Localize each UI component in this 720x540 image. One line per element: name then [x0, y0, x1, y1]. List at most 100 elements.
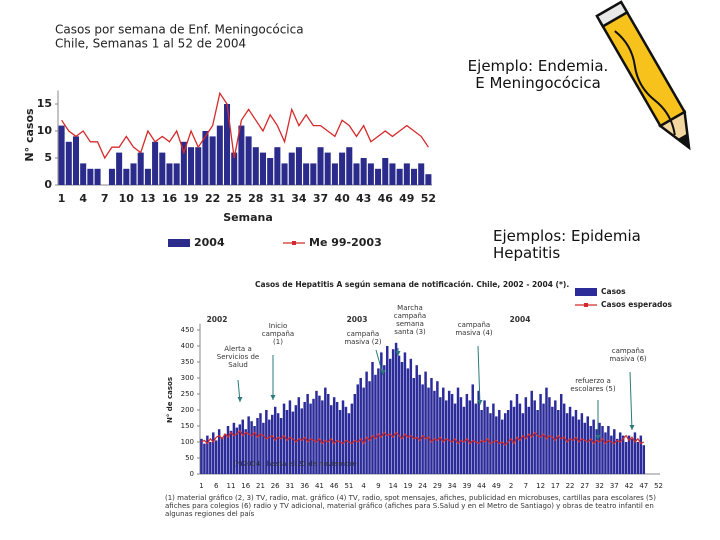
bar — [256, 418, 259, 474]
bar — [116, 152, 123, 185]
x-tick-label: 32 — [595, 482, 604, 490]
legend-swatch — [168, 239, 190, 247]
bar — [577, 419, 581, 474]
chart-title: Casos de Hepatitis A según semana de not… — [255, 280, 569, 289]
bar — [350, 403, 354, 474]
bar — [362, 387, 365, 474]
x-tick-label: 12 — [536, 482, 545, 490]
bar — [425, 174, 432, 185]
bar — [209, 136, 216, 185]
x-tick-label: 49 — [492, 482, 501, 490]
bar — [586, 416, 589, 474]
x-tick-label: 1 — [58, 192, 66, 205]
bar — [409, 358, 413, 474]
bar — [568, 406, 572, 474]
bar — [375, 168, 382, 185]
bar — [244, 429, 247, 474]
annotation: 2003 — [346, 315, 368, 324]
bar — [512, 406, 516, 474]
bar — [559, 394, 563, 474]
x-tick-label: 31 — [285, 482, 294, 490]
bar — [58, 125, 65, 185]
bar — [327, 394, 330, 474]
bar — [310, 163, 317, 185]
bar — [627, 435, 631, 474]
bar — [294, 405, 298, 474]
bar — [281, 163, 288, 185]
bar — [202, 131, 209, 185]
bar — [335, 402, 339, 474]
bar — [303, 163, 310, 185]
bar — [471, 384, 474, 474]
annotation: refuerzo a escolares (5) — [570, 377, 616, 394]
x-tick-label: 4 — [361, 482, 366, 490]
bar — [557, 410, 560, 474]
x-tick-label: 46 — [378, 192, 394, 205]
bar — [533, 400, 536, 474]
bar — [604, 432, 607, 474]
legend-label: 2004 — [194, 236, 225, 249]
bar — [503, 413, 507, 474]
x-tick-label: 44 — [477, 482, 486, 490]
annotation: campaña masiva (2) — [344, 330, 382, 347]
bar — [274, 147, 281, 185]
bar — [137, 152, 144, 185]
x-tick-label: 52 — [421, 192, 436, 205]
line — [201, 429, 645, 447]
bar — [389, 163, 396, 185]
x-tick-label: 29 — [433, 482, 442, 490]
bar — [206, 435, 209, 474]
y-axis-label: N° de casos — [166, 377, 174, 423]
x-tick-label: 25 — [227, 192, 242, 205]
bar — [223, 104, 231, 185]
bar — [318, 395, 321, 474]
legend-label: Casos esperados — [601, 300, 673, 309]
x-tick-label: 22 — [205, 192, 220, 205]
x-tick-label: 41 — [315, 482, 324, 490]
x-tick-label: 51 — [344, 482, 353, 490]
x-tick-label: 13 — [140, 192, 155, 205]
bar — [241, 419, 244, 474]
x-tick-label: 28 — [248, 192, 263, 205]
bar — [339, 152, 346, 185]
bar — [501, 419, 504, 474]
bar — [297, 397, 301, 474]
bar — [388, 358, 392, 474]
bar — [530, 390, 533, 474]
bar — [554, 400, 557, 474]
bar — [380, 352, 383, 474]
annotation: Marcha campaña semana santa (3) — [393, 304, 427, 337]
bar — [421, 384, 424, 474]
bar — [195, 147, 202, 185]
bar — [509, 400, 513, 474]
bar — [468, 400, 472, 474]
bar — [574, 410, 578, 474]
bar — [247, 416, 250, 474]
bar — [539, 394, 542, 474]
bar — [403, 352, 407, 474]
chart-title: Casos por semana de Enf. Meningocócica — [55, 23, 304, 37]
bar — [87, 168, 94, 185]
bar — [610, 435, 613, 474]
bar — [418, 374, 421, 474]
bar — [245, 136, 252, 185]
bar — [180, 141, 187, 185]
bar — [65, 141, 72, 185]
y-tick-label: 200 — [181, 406, 194, 414]
bar — [295, 147, 302, 185]
y-tick-label: 50 — [185, 454, 194, 462]
bar — [214, 440, 218, 474]
x-tick-label: 39 — [462, 482, 471, 490]
bar — [232, 422, 236, 474]
bar — [595, 429, 598, 474]
bar — [72, 136, 80, 185]
bar — [144, 168, 151, 185]
bar — [477, 390, 480, 474]
bar — [639, 435, 643, 474]
bar — [589, 426, 592, 474]
bar — [220, 437, 224, 474]
bar — [306, 394, 309, 474]
x-tick-label: 31 — [270, 192, 285, 205]
bar — [498, 410, 501, 474]
bar — [223, 434, 227, 474]
